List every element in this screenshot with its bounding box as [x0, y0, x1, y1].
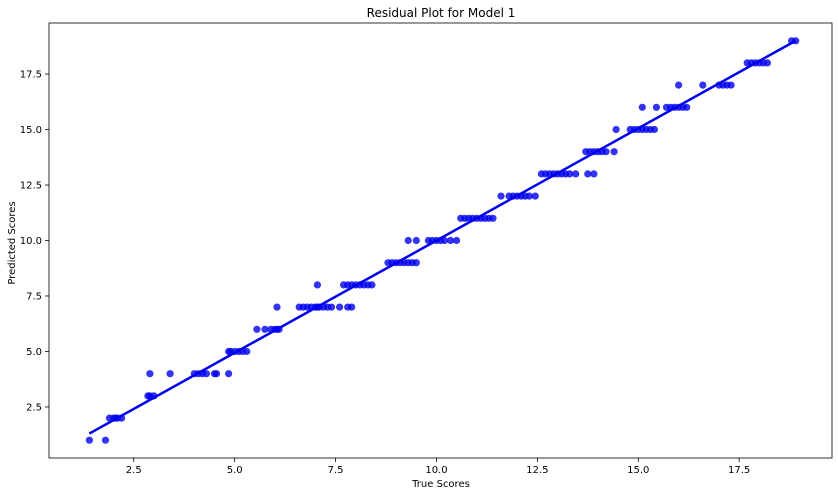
y-axis-title: Predicted Scores — [7, 201, 18, 284]
scatter-point — [327, 303, 336, 311]
y-tick-label: 2.5 — [26, 402, 42, 413]
scatter-point — [572, 170, 580, 178]
y-tick-label: 10.0 — [20, 236, 42, 247]
scatter-point — [457, 214, 465, 222]
scatter-point — [273, 303, 281, 311]
scatter-point — [763, 59, 772, 67]
scatter-point — [202, 370, 210, 378]
scatter-point — [638, 103, 646, 111]
scatter-point — [566, 170, 574, 178]
scatter-point — [683, 103, 691, 111]
scatter-point — [699, 81, 707, 89]
scatter-point — [261, 325, 269, 333]
x-tick-label: 7.5 — [328, 465, 344, 476]
scatter-point — [727, 81, 735, 89]
scatter-point — [101, 436, 110, 444]
scatter-point — [313, 281, 321, 289]
scatter-point — [612, 125, 620, 134]
scatter-point — [412, 236, 420, 245]
y-tick-label: 5.0 — [26, 347, 42, 358]
x-tick-label: 17.5 — [728, 465, 750, 476]
scatter-point — [584, 170, 592, 178]
scatter-point — [590, 170, 598, 178]
scatter-point — [497, 192, 505, 200]
scatter-point — [650, 125, 659, 134]
x-tick-label: 2.5 — [126, 465, 142, 476]
scatter-point — [675, 81, 683, 89]
x-tick-label: 10.0 — [425, 465, 447, 476]
scatter-point — [146, 370, 154, 378]
scatter-point — [336, 303, 344, 311]
scatter-point — [440, 236, 449, 245]
scatter-point — [531, 192, 539, 200]
scatter-point — [525, 192, 533, 200]
scatter-point — [166, 370, 174, 378]
scatter-point — [225, 370, 233, 378]
scatter-point — [368, 281, 376, 289]
y-tick-label: 15.0 — [20, 125, 42, 136]
scatter-point — [489, 214, 497, 222]
scatter-point — [447, 236, 455, 245]
y-tick-label: 12.5 — [20, 181, 42, 192]
chart-title: Residual Plot for Model 1 — [367, 6, 516, 20]
regression-line — [88, 39, 797, 435]
scatter-point — [212, 370, 221, 378]
x-axis-title: True Scores — [411, 479, 470, 490]
scatter-point — [85, 436, 93, 444]
scatter-point — [243, 347, 251, 356]
scatter-point — [348, 303, 356, 311]
scatter-point — [652, 103, 661, 111]
x-tick-label: 5.0 — [227, 465, 243, 476]
y-tick-label: 7.5 — [26, 291, 42, 302]
scatter-point — [253, 325, 261, 333]
scatter-point — [412, 259, 420, 267]
scatter-point — [404, 236, 412, 245]
axes: 2.5 5.0 7.5 10.0 12.5 15.0 17.5 2.5 5.0 7.5 10.0 12… — [20, 22, 833, 476]
x-tick-label: 12.5 — [526, 465, 548, 476]
x-tick-label: 15.0 — [627, 465, 649, 476]
plot-area — [85, 37, 800, 444]
scatter-point — [610, 148, 618, 156]
scatter-point — [602, 148, 610, 156]
y-tick-label: 17.5 — [20, 70, 42, 81]
scatter-point — [453, 236, 461, 245]
